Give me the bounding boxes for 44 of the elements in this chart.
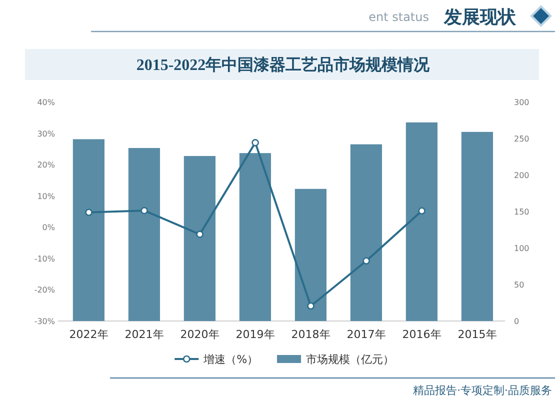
y-tick-label: 20% bbox=[37, 160, 56, 170]
y2-tick-label: 300 bbox=[514, 98, 530, 107]
text: 精品报告·专项定制·品质服务 bbox=[413, 384, 552, 397]
x-tick-label: 2015年 bbox=[458, 328, 497, 341]
y-tick-label: 40% bbox=[37, 98, 56, 107]
y-tick-label: -10% bbox=[34, 254, 56, 264]
x-tick-label: 2020年 bbox=[180, 328, 220, 341]
y2-tick-label: 250 bbox=[514, 134, 530, 144]
point bbox=[140, 206, 148, 214]
bar bbox=[72, 139, 104, 321]
bar bbox=[406, 122, 438, 321]
text: 发展现状 bbox=[443, 7, 517, 27]
x-tick-label: 2022年 bbox=[69, 328, 108, 341]
point bbox=[418, 207, 426, 215]
x-tick-label: 2017年 bbox=[346, 328, 386, 341]
y-tick-label: 30% bbox=[37, 129, 56, 138]
chart-title: 2015-2022年中国漆器工艺品市场规模情况 bbox=[136, 56, 431, 74]
point bbox=[252, 139, 259, 146]
bar bbox=[461, 132, 493, 321]
legend-label: 市场规模（亿元） bbox=[306, 353, 394, 366]
x-tick-label: 2019年 bbox=[236, 328, 275, 341]
y2-tick-label: 200 bbox=[514, 171, 530, 180]
y-tick-label: -20% bbox=[34, 286, 56, 295]
point bbox=[307, 302, 314, 310]
bar bbox=[294, 188, 326, 321]
y2-tick-label: 50 bbox=[514, 280, 524, 290]
point bbox=[85, 208, 92, 216]
point bbox=[362, 257, 370, 265]
legend-label: 增速（%） bbox=[202, 353, 258, 366]
y2-tick-label: 100 bbox=[514, 244, 530, 253]
x-tick-label: 2018年 bbox=[291, 328, 330, 341]
text: ent status bbox=[368, 10, 429, 24]
y2-tick-label: 150 bbox=[514, 208, 530, 216]
x-tick-label: 2016年 bbox=[402, 328, 442, 341]
x-tick-label: 2021年 bbox=[124, 328, 164, 341]
y-tick-label: 10% bbox=[37, 192, 56, 201]
bar bbox=[350, 144, 382, 321]
bar bbox=[184, 156, 216, 321]
point bbox=[196, 230, 204, 238]
y2-tick-label: 0 bbox=[514, 317, 520, 326]
y-tick-label: 0% bbox=[42, 223, 56, 232]
bar bbox=[128, 148, 160, 321]
y-tick-label: -30% bbox=[34, 317, 56, 326]
bar bbox=[239, 153, 271, 321]
